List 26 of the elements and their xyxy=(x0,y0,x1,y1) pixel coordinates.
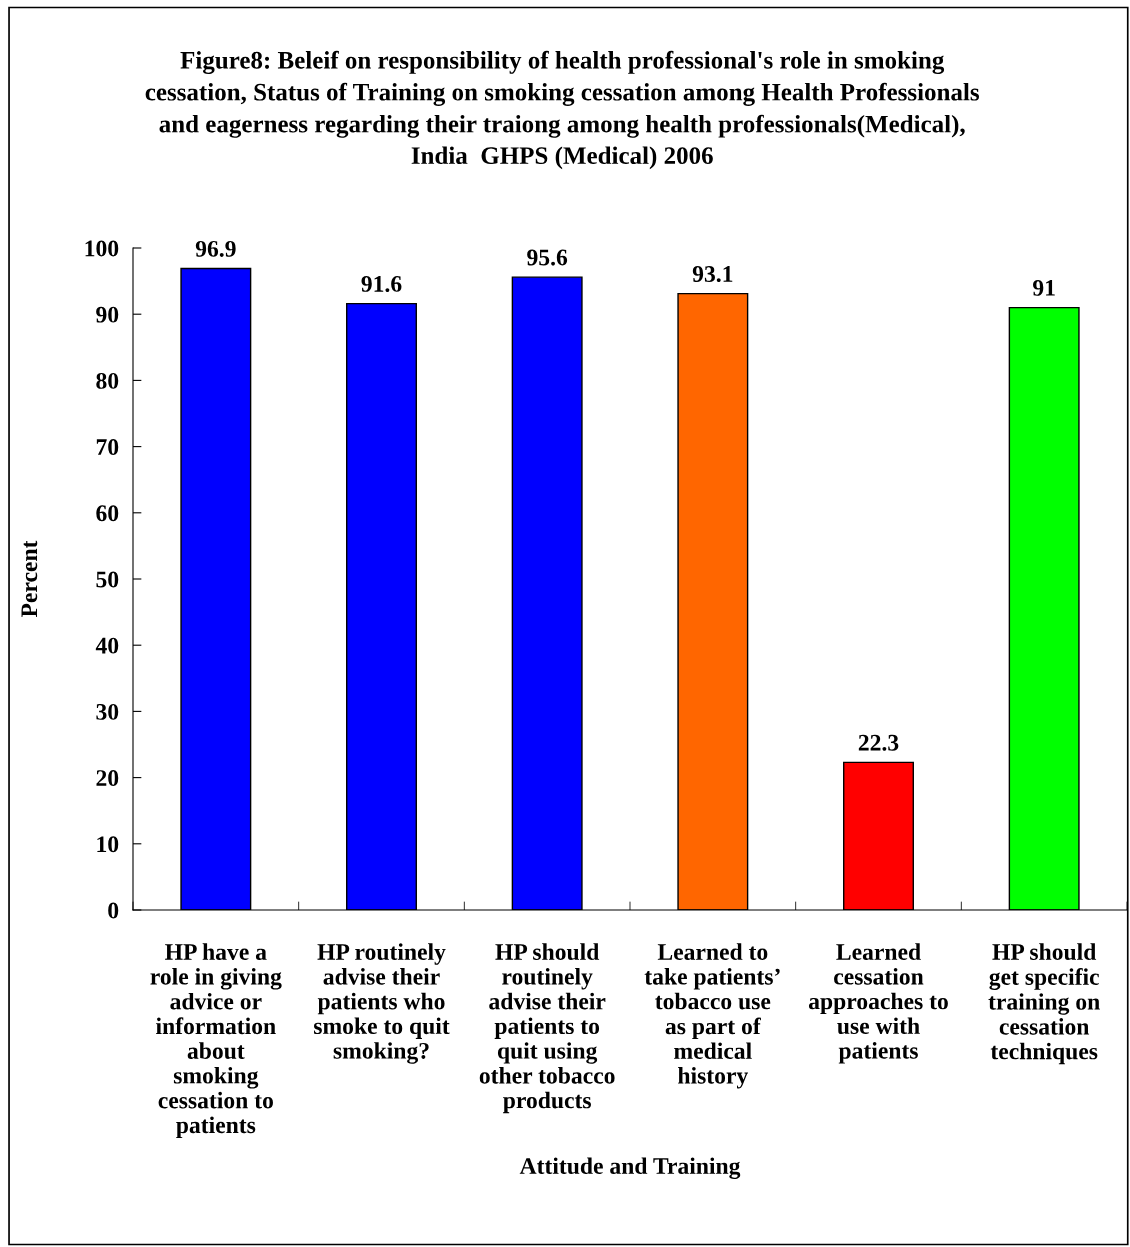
chart-title: Figure8: Beleif on responsibility of health professional's role in smoking cessation, Status of Training on smoking cessation among Health Professionals and eagerness regarding their traiong among health professionals(Medical), India GHPS (Medical) 2006 xyxy=(145,50,980,170)
x-tick-label: Learned to take patients’ tobacco use as part of medical history xyxy=(644,943,780,1089)
y-axis-title: Percent xyxy=(21,540,38,618)
data-label: 95.6 xyxy=(527,249,568,266)
y-tick-label: 70 xyxy=(96,439,119,456)
y-tick-label: 100 xyxy=(85,240,119,257)
x-tick-label: HP should routinely advise their patients to quit using other tobacco products xyxy=(479,943,615,1114)
y-tick-label: 10 xyxy=(97,836,119,853)
data-label: 96.9 xyxy=(195,240,236,257)
data-label: 91.6 xyxy=(361,276,402,292)
data-label: 91 xyxy=(1033,279,1055,296)
y-tick-label: 50 xyxy=(96,571,119,588)
x-tick-label: HP have a role in giving advice or information about smoking cessation to patients xyxy=(150,943,282,1138)
y-tick-label: 90 xyxy=(96,306,119,323)
y-tick-label: 40 xyxy=(95,637,119,654)
data-label: 93.1 xyxy=(692,266,733,283)
x-tick-label: Learned cessation approaches to use with patients xyxy=(808,943,948,1064)
data-label: 22.3 xyxy=(858,734,899,751)
y-tick-label: 0 xyxy=(108,902,119,919)
x-tick-label: HP routinely advise their patients who smoke to quit smoking? xyxy=(314,943,450,1064)
x-axis-title: Attitude and Training xyxy=(519,1157,741,1179)
x-tick-label: HP should get specific training on cessation techniques xyxy=(988,943,1100,1065)
y-tick-label: 30 xyxy=(96,703,119,720)
y-tick-label: 20 xyxy=(96,770,119,787)
y-tick-label: 80 xyxy=(96,372,119,389)
y-tick-label: 60 xyxy=(96,505,119,522)
